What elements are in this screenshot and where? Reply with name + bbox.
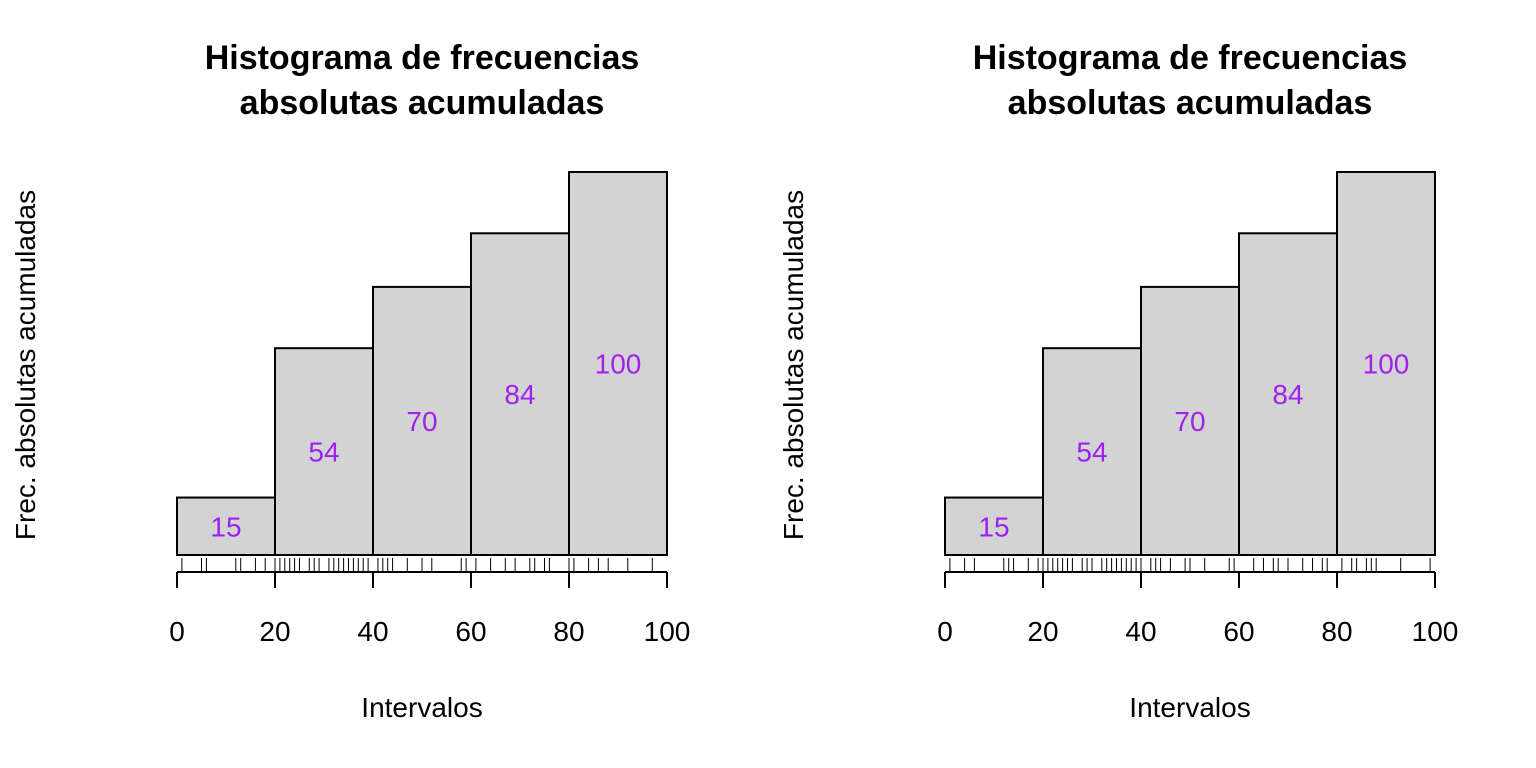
histogram-bar (944, 496, 1044, 556)
bar-value-label: 70 (406, 406, 437, 437)
histogram-bar (1336, 171, 1436, 556)
x-tick-label: 100 (644, 616, 691, 647)
x-tick-label: 20 (1027, 616, 1058, 647)
y-axis-label: Frec. absolutas acumuladas (778, 190, 809, 540)
histogram-bar (568, 171, 668, 556)
x-tick-label: 0 (937, 616, 953, 647)
bar-value-label: 70 (1174, 406, 1205, 437)
bar-value-label: 54 (308, 437, 339, 468)
bar-value-label: 15 (210, 511, 241, 542)
x-tick-label: 100 (1412, 616, 1459, 647)
histogram-bar (1140, 285, 1240, 556)
bar-value-label: 54 (1076, 437, 1107, 468)
bar-value-label: 100 (595, 349, 642, 380)
x-tick-label: 0 (169, 616, 185, 647)
x-tick-label: 60 (455, 616, 486, 647)
bar-value-label: 100 (1363, 349, 1410, 380)
x-axis-label: Intervalos (1129, 692, 1250, 723)
histogram-bar (176, 496, 276, 556)
y-axis-label: Frec. absolutas acumuladas (10, 190, 41, 540)
histogram-panel-right: Histograma de frecuencias absolutas acumu… (778, 39, 1458, 723)
histogram-bar (1238, 232, 1338, 556)
x-tick-label: 40 (1125, 616, 1156, 647)
bar-value-label: 15 (978, 511, 1009, 542)
x-tick-label: 80 (553, 616, 584, 647)
chart-title-line-1: Histograma de frecuencias (205, 39, 640, 77)
x-axis-label: Intervalos (361, 692, 482, 723)
histogram-bar (1042, 347, 1142, 556)
chart-title-line-2: absolutas acumuladas (1008, 84, 1373, 122)
histogram-bar (274, 347, 374, 556)
histogram-bar (372, 285, 472, 556)
chart-title-line-1: Histograma de frecuencias (973, 39, 1408, 77)
x-tick-label: 60 (1223, 616, 1254, 647)
bar-value-label: 84 (504, 379, 535, 410)
histogram-panel-left: Histograma de frecuencias absolutas acumu… (10, 39, 690, 723)
x-tick-label: 20 (259, 616, 290, 647)
chart-title-line-2: absolutas acumuladas (240, 84, 605, 122)
x-tick-label: 80 (1321, 616, 1352, 647)
x-tick-label: 40 (357, 616, 388, 647)
bar-value-label: 84 (1272, 379, 1303, 410)
histogram-bar (470, 232, 570, 556)
